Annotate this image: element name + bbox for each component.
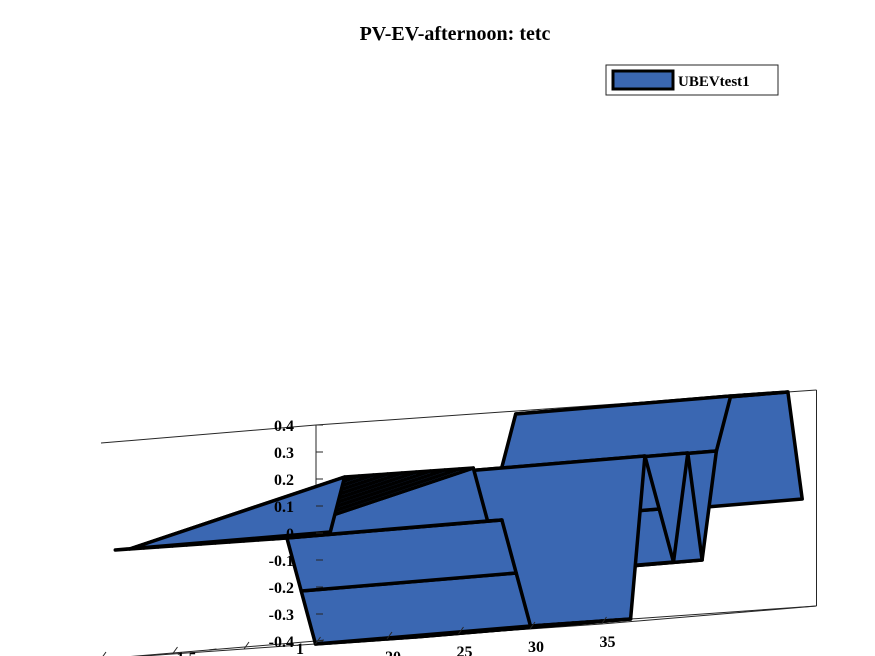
z-tick-label: -0.3 [269, 607, 294, 624]
legend: UBEVtest1 [605, 64, 779, 96]
surface [113, 390, 804, 646]
z-tick-label: -0.4 [269, 634, 294, 651]
y-tick-label: 1.5 [177, 650, 197, 656]
axis-ticks: 0.40.30.20.10-0.1-0.2-0.3-0.405101520253… [102, 418, 616, 656]
x-tick-label: 25 [457, 644, 473, 656]
z-tick-label: 0.4 [274, 418, 294, 435]
axes-edge [601, 605, 817, 625]
x-tick-label: 35 [600, 634, 616, 651]
x-tick-label: 20 [385, 649, 401, 656]
z-tick-label: -0.2 [269, 580, 294, 597]
y-tick-mark [315, 639, 325, 642]
surface-strip [113, 475, 347, 552]
z-tick-label: 0.3 [274, 445, 294, 462]
legend-swatch [611, 69, 675, 91]
axes-edge [100, 424, 317, 444]
x-tick-mark [243, 641, 250, 650]
x-tick-mark [458, 626, 464, 635]
x-tick-mark [601, 616, 607, 625]
x-tick-mark [172, 646, 178, 655]
y-tick-label: 1 [296, 641, 304, 656]
z-tick-label: 0.1 [274, 499, 294, 516]
z-tick-label: 0.2 [274, 472, 294, 489]
z-tick-label: -0.1 [269, 553, 294, 570]
z-tick-label: 0 [286, 526, 294, 543]
y-tick-mark [208, 648, 217, 651]
chart-title: PV-EV-afternoon: tetc [360, 23, 551, 45]
x-tick-label: 30 [528, 639, 544, 656]
legend-label: UBEVtest1 [678, 74, 750, 90]
x-tick-label: 15 [314, 654, 330, 656]
x-tick-mark [386, 631, 393, 640]
x-tick-mark [102, 651, 107, 656]
x-tick-mark [529, 621, 536, 630]
